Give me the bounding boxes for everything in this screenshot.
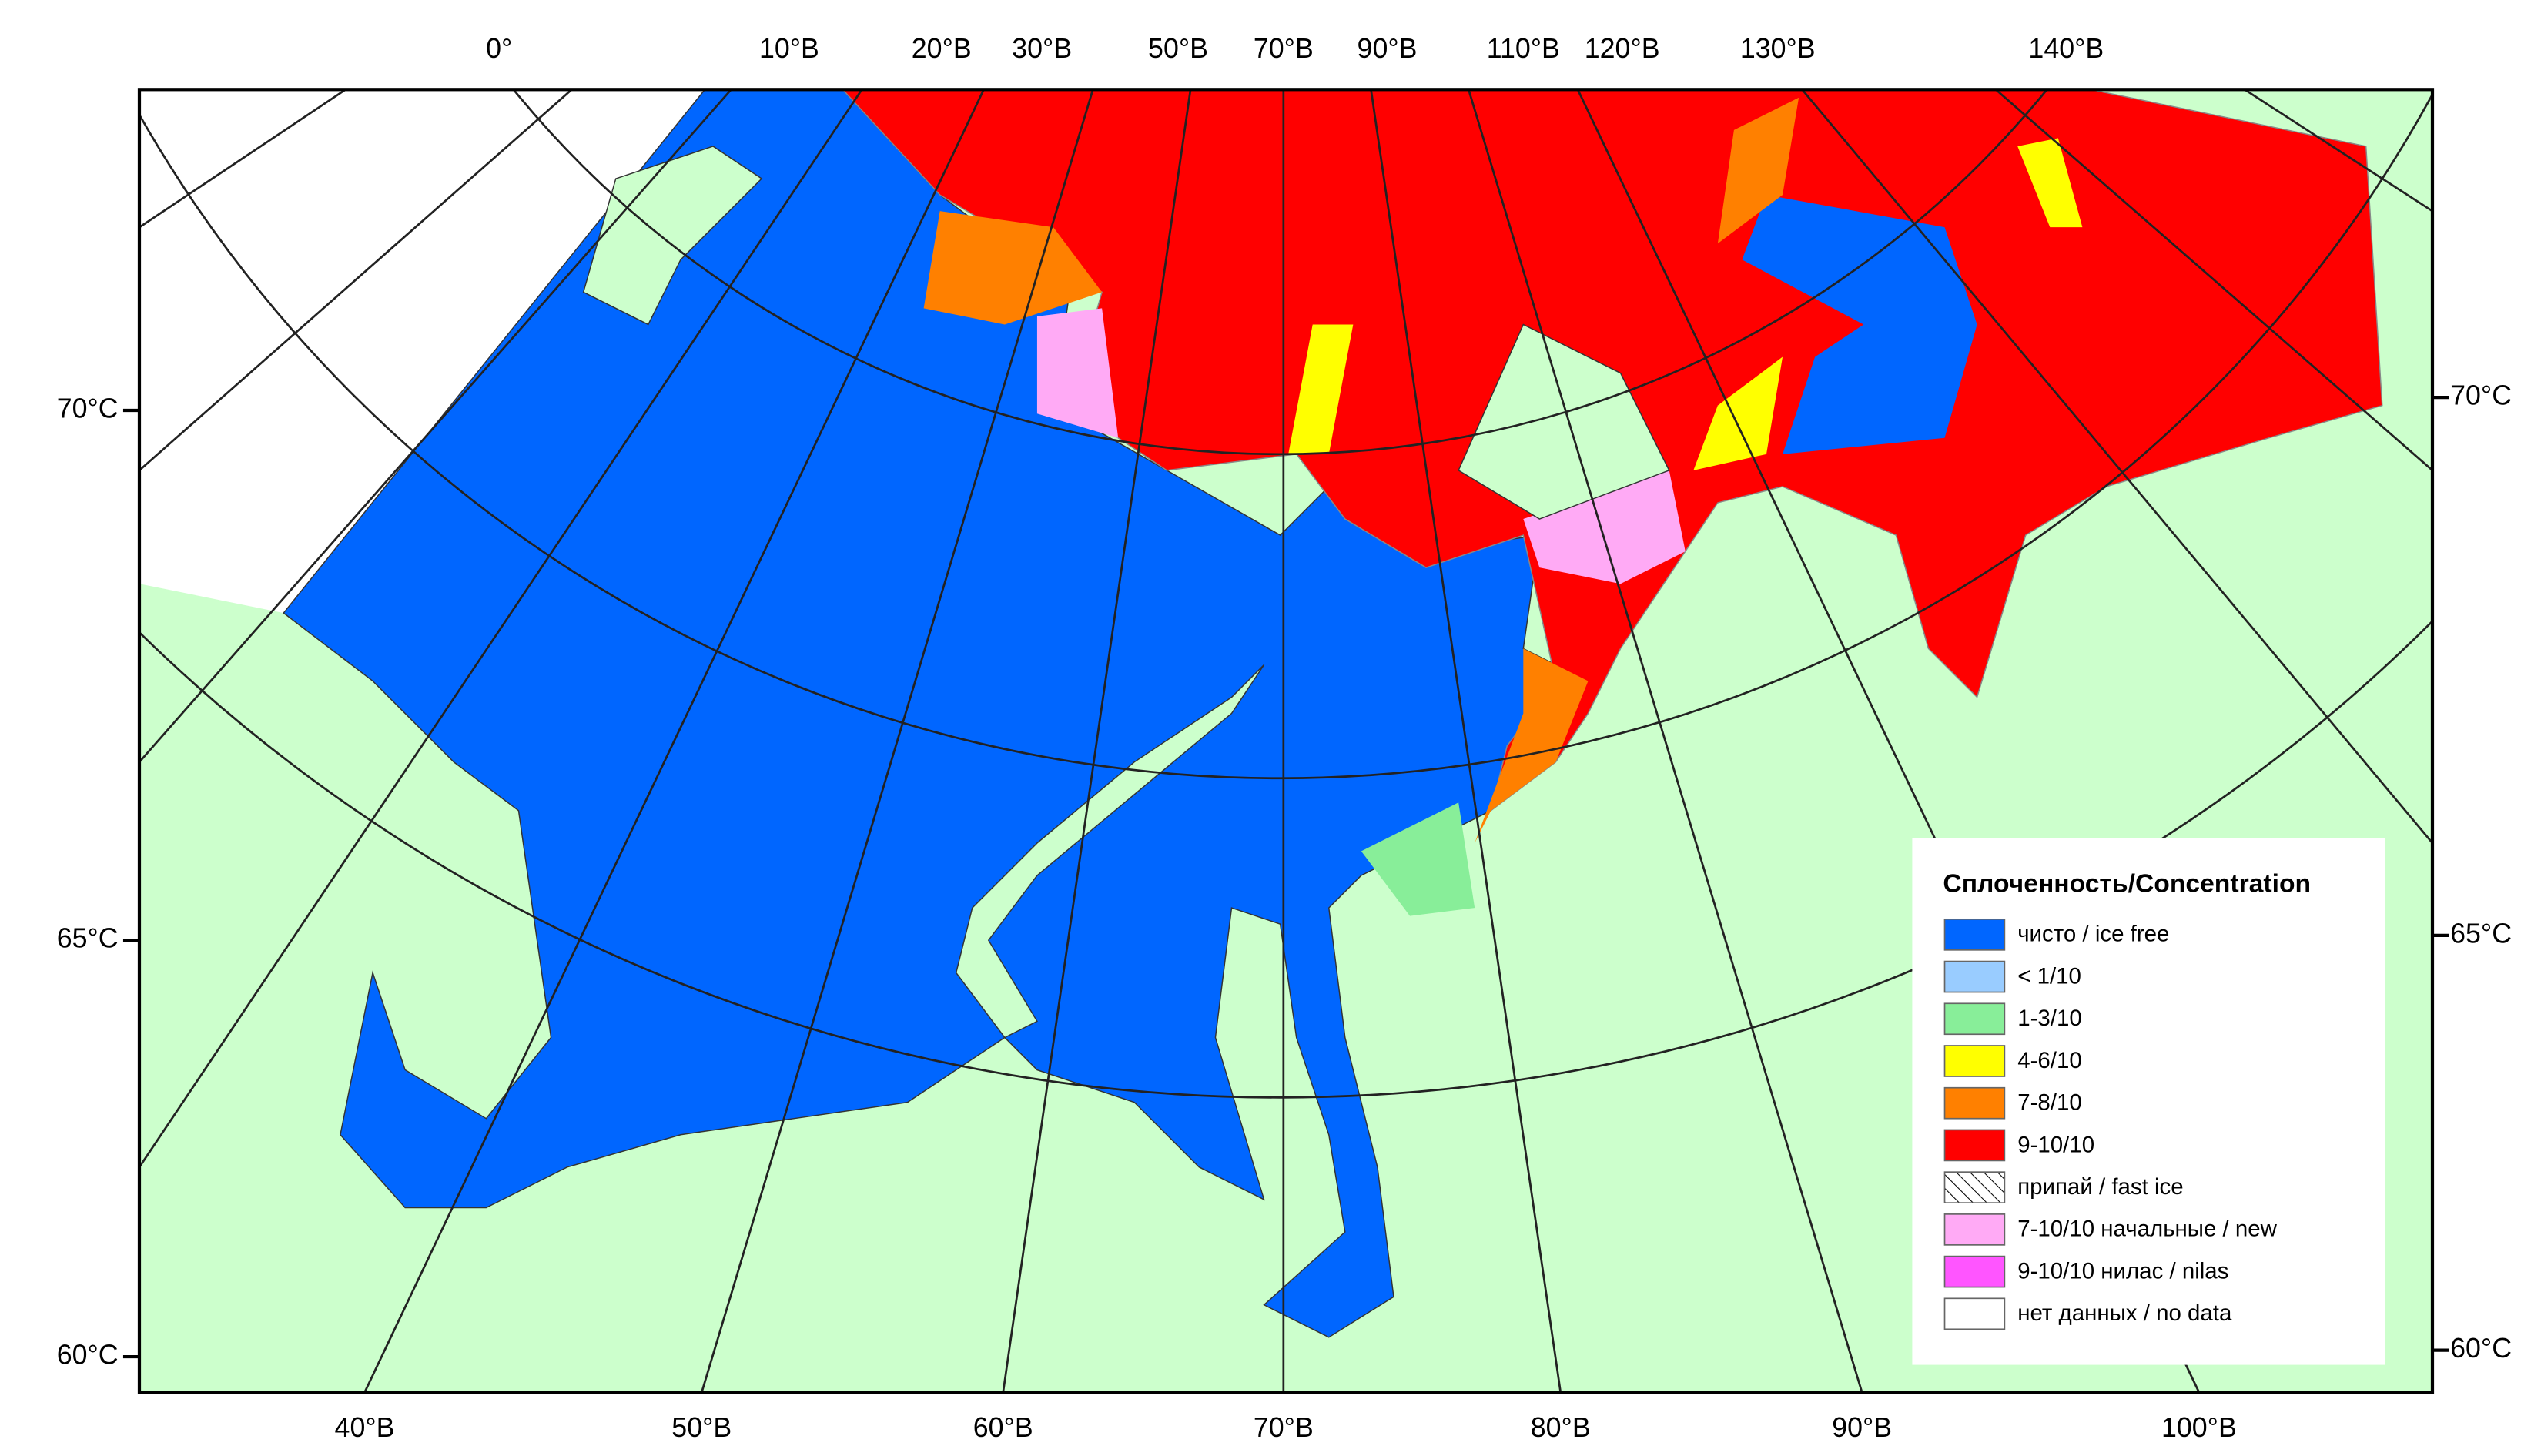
longitude-label: 50°В (671, 1412, 732, 1443)
ice-7-8 (923, 211, 1103, 325)
legend-label: чисто / ice free (2017, 922, 2169, 947)
ice-4-6 (1693, 356, 1783, 470)
new-ice (1523, 470, 1686, 584)
legend-swatch (1943, 1255, 2006, 1288)
legend-title: Сплоченность/Concentration (1943, 870, 2311, 899)
graticule (139, 89, 2432, 1393)
island (955, 664, 1265, 1039)
legend-label: 9-10/10 (2017, 1132, 2094, 1157)
latitude-label: 70°С (2450, 380, 2512, 411)
legend-label: 1-3/10 (2017, 1006, 2082, 1031)
legend-label: < 1/10 (2017, 963, 2081, 989)
latitude-label: 60°С (57, 1340, 119, 1371)
longitude-label: 30°В (1012, 33, 1072, 64)
legend-label: 4-6/10 (2017, 1048, 2082, 1073)
legend-label: 9-10/10 нилас / nilas (2017, 1258, 2228, 1284)
latitude-label: 65°С (57, 923, 119, 954)
new-ice (1036, 308, 1119, 438)
legend-swatch (1943, 1213, 2006, 1246)
island (1458, 323, 1670, 520)
longitude-label: 40°В (335, 1412, 395, 1443)
coordinate-labels: 0° 10°В 20°В 30°В 50°В 70°В 90°В 110°В 120°В 130°… (57, 33, 2512, 1443)
legend-label: 7-10/10 начальные / new (2017, 1217, 2277, 1242)
longitude-label: 130°В (1740, 33, 1816, 64)
legend-swatch (1943, 960, 2006, 993)
longitude-label: 70°В (1254, 33, 1314, 64)
longitude-label: 50°В (1148, 33, 1208, 64)
legend-swatch (1943, 1086, 2006, 1120)
longitude-label: 20°В (912, 33, 972, 64)
longitude-label: 60°В (973, 1412, 1033, 1443)
island (582, 146, 763, 326)
ice-1-3 (1361, 802, 1475, 916)
longitude-label: 0° (486, 33, 512, 64)
latitude-label: 70°С (57, 393, 119, 423)
legend-label: припай / fast ice (2017, 1174, 2183, 1200)
longitude-label: 90°В (1358, 33, 1418, 64)
legend: Сплоченность/Concentration чисто / ice f… (1912, 838, 2385, 1365)
legend-label: 7-8/10 (2017, 1090, 2082, 1116)
no-data-area (139, 89, 705, 614)
longitude-label: 90°В (1832, 1412, 1892, 1443)
ice-7-8 (1475, 648, 1589, 843)
map-frame (137, 88, 2435, 1394)
longitude-label: 120°В (1585, 33, 1660, 64)
longitude-label: 10°В (759, 33, 819, 64)
longitude-label: 140°В (2028, 33, 2104, 64)
ice-4-6 (2017, 138, 2083, 228)
latitude-label: 60°С (2450, 1333, 2512, 1364)
legend-swatch (1943, 1171, 2006, 1203)
legend-swatch (1943, 919, 2006, 951)
longitude-label: 70°В (1254, 1412, 1314, 1443)
legend-label: нет данных / no data (2017, 1300, 2232, 1326)
legend-swatch (1943, 1297, 2006, 1330)
map-area (139, 89, 2432, 1393)
open-water (1742, 195, 1977, 454)
longitude-label: 100°В (2161, 1412, 2237, 1443)
legend-swatch (1943, 1129, 2006, 1162)
longitude-label: 110°В (1487, 33, 1560, 64)
ice-4-6 (1288, 324, 1354, 454)
longitude-label: 80°В (1531, 1412, 1591, 1443)
latitude-label: 65°С (2450, 918, 2512, 949)
ice-7-8 (1717, 97, 1799, 244)
legend-swatch (1943, 1045, 2006, 1077)
legend-swatch (1943, 1002, 2006, 1036)
